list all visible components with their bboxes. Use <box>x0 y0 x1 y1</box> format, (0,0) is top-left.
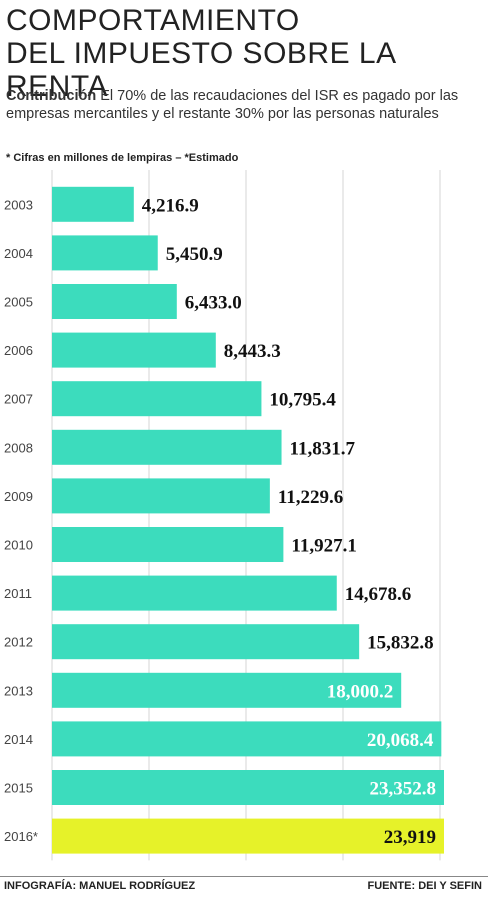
value-label: 11,831.7 <box>290 438 356 459</box>
chart-subtitle: Contribución El 70% de las recaudaciones… <box>6 87 482 123</box>
bar <box>52 332 216 368</box>
bar <box>52 284 177 319</box>
bar <box>52 429 282 465</box>
category-label: 2006 <box>4 343 33 358</box>
bar <box>52 527 284 562</box>
category-label: 2012 <box>4 635 33 650</box>
category-label: 2007 <box>4 392 33 407</box>
chart-title: COMPORTAMIENTO DEL IMPUESTO SOBRE LA REN… <box>6 4 482 103</box>
bar <box>52 478 270 514</box>
category-label: 2013 <box>4 683 33 698</box>
value-label: 23,352.8 <box>370 779 437 800</box>
category-label: 2016* <box>4 829 38 844</box>
value-label: 10,795.4 <box>269 390 336 411</box>
x-tick-label: 15,000 <box>323 872 363 874</box>
units-note: * Cifras en millones de lempiras – *Esti… <box>6 152 239 164</box>
value-label: 5,450.9 <box>166 244 223 265</box>
title-line-2: DEL IMPUESTO SOBRE LA RENTA <box>6 37 395 103</box>
category-label: 2008 <box>4 440 33 455</box>
credit-text: INFOGRAFÍA: MANUEL RODRÍGUEZ <box>4 880 196 892</box>
category-label: 2003 <box>4 197 33 212</box>
category-label: 2005 <box>4 295 33 310</box>
value-label: 8,443.3 <box>224 341 281 362</box>
bar <box>52 381 262 417</box>
value-label: 18,000.2 <box>327 681 394 702</box>
value-label: 15,832.8 <box>367 633 434 654</box>
x-tick-label: 10,000 <box>226 872 266 874</box>
x-tick-label: 20,000 <box>420 872 460 874</box>
value-label: 4,216.9 <box>142 195 199 216</box>
title-line-1: COMPORTAMIENTO <box>6 4 300 37</box>
source-text: FUENTE: DEI Y SEFIN <box>367 880 482 892</box>
footer-divider <box>0 876 488 877</box>
category-label: 2011 <box>4 586 32 601</box>
category-label: 2015 <box>4 781 33 796</box>
category-label: 2004 <box>4 246 33 261</box>
bar <box>52 575 337 611</box>
bar <box>52 624 360 660</box>
category-label: 2010 <box>4 538 33 553</box>
bar <box>52 235 158 271</box>
bar <box>52 186 134 222</box>
value-label: 11,229.6 <box>278 487 343 508</box>
value-label: 23,919 <box>384 827 436 848</box>
category-label: 2009 <box>4 489 33 504</box>
category-label: 2014 <box>4 732 33 747</box>
value-label: 20,068.4 <box>367 730 434 751</box>
value-label: 6,433.0 <box>185 293 242 314</box>
subtitle-bold: Contribución <box>6 88 97 104</box>
bar <box>52 672 402 708</box>
bar <box>52 818 444 854</box>
bar-chart: 2003 4,216.9 2004 5,450.9 2005 6,433.0 2006 8,4… <box>4 170 460 874</box>
x-tick-label: 5,000 <box>133 872 166 874</box>
value-label: 14,678.6 <box>345 584 412 605</box>
subtitle-text: El 70% de las recaudaciones del ISR es p… <box>6 88 459 122</box>
bar <box>52 770 444 805</box>
bar <box>52 721 442 757</box>
x-tick-label: 0 <box>48 872 55 874</box>
value-label: 11,927.1 <box>291 536 356 557</box>
